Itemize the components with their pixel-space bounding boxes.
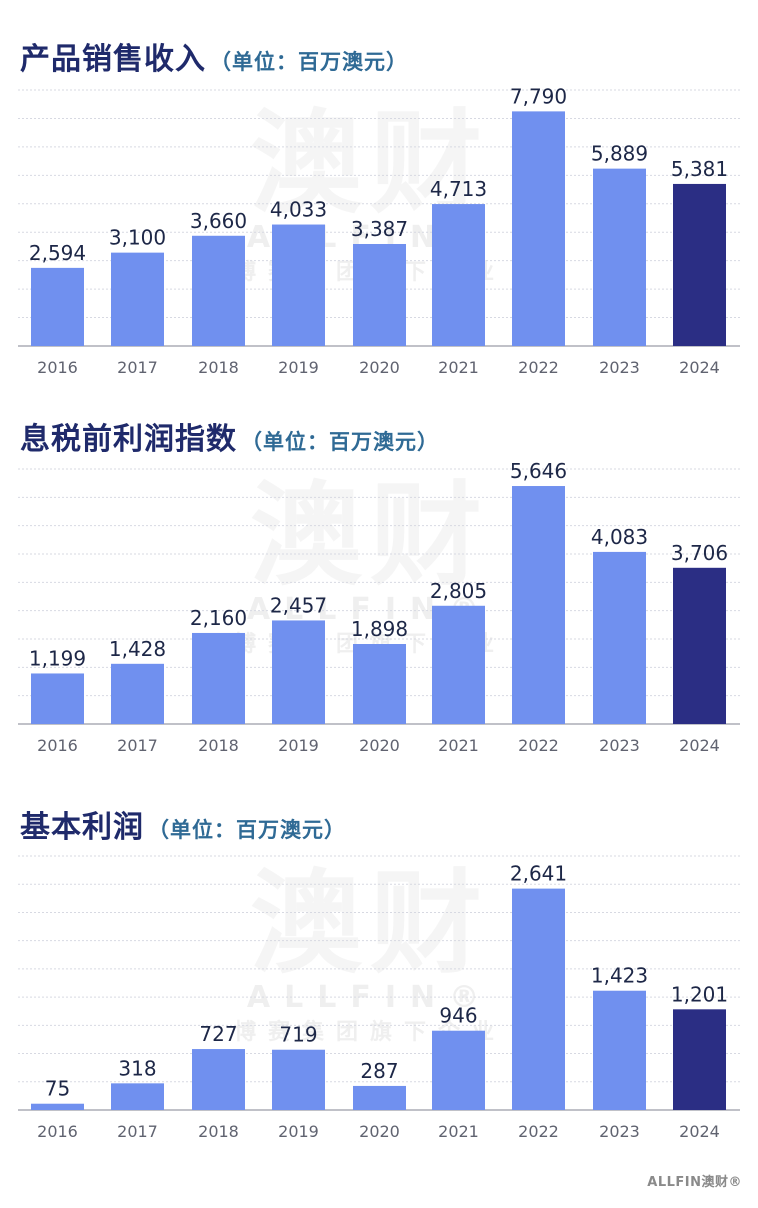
x-tick-label-2016: 2016 (37, 736, 78, 755)
ebit-title: 息税前利润指数 (20, 422, 237, 457)
value-label-2021: 4,713 (430, 177, 487, 201)
value-label-2016: 75 (45, 1077, 70, 1101)
value-label-2018: 727 (199, 1022, 237, 1046)
bar-2022 (512, 888, 565, 1110)
revenue-unit: （单位：百万澳元） (210, 50, 408, 74)
x-tick-label-2021: 2021 (438, 736, 479, 755)
ebit-bar-chart: 1,199 2016 1,428 2017 2,160 2018 2,457 2019 1,89… (18, 459, 740, 755)
x-tick-label-2022: 2022 (518, 358, 559, 377)
bar-2020 (353, 1085, 406, 1110)
x-tick-label-2016: 2016 (37, 358, 78, 377)
bar-2023 (593, 168, 646, 346)
underlying-profit-unit: （单位：百万澳元） (148, 818, 346, 842)
bar-2017 (111, 1083, 164, 1110)
value-label-2020: 3,387 (351, 217, 408, 241)
bar-2017 (111, 663, 164, 724)
x-tick-label-2016: 2016 (37, 1122, 78, 1141)
bar-2019 (272, 224, 325, 346)
bar-2021 (432, 204, 485, 346)
revenue-title: 产品销售收入 (20, 42, 206, 77)
x-tick-label-2024: 2024 (679, 358, 720, 377)
x-tick-label-2018: 2018 (198, 736, 239, 755)
value-label-2018: 3,660 (190, 209, 247, 233)
bar-2022 (512, 111, 565, 346)
value-label-2019: 4,033 (270, 198, 327, 222)
bar-2021 (432, 1030, 485, 1110)
bar-2024 (673, 183, 726, 346)
value-label-2022: 2,641 (510, 862, 567, 886)
value-label-2023: 1,423 (591, 964, 648, 988)
revenue-title-row: 产品销售收入 （单位：百万澳元） (20, 34, 408, 78)
value-label-2024: 3,706 (671, 541, 728, 565)
x-tick-label-2021: 2021 (438, 358, 479, 377)
underlying-profit-title: 基本利润 (20, 810, 144, 845)
value-label-2017: 318 (118, 1056, 156, 1080)
value-label-2016: 1,199 (29, 646, 86, 670)
value-label-2016: 2,594 (29, 241, 86, 265)
value-label-2023: 5,889 (591, 142, 648, 166)
ebit-title-row: 息税前利润指数 （单位：百万澳元） (20, 414, 439, 458)
bar-2024 (673, 1009, 726, 1110)
value-label-2020: 287 (360, 1059, 398, 1083)
ebit-unit: （单位：百万澳元） (241, 430, 439, 454)
x-tick-label-2019: 2019 (278, 736, 319, 755)
value-label-2021: 2,805 (430, 579, 487, 603)
bar-2019 (272, 620, 325, 724)
bar-2016 (31, 673, 84, 724)
value-label-2017: 3,100 (109, 226, 166, 250)
value-label-2024: 5,381 (671, 157, 728, 181)
bar-2024 (673, 567, 726, 724)
value-label-2018: 2,160 (190, 606, 247, 630)
x-tick-label-2018: 2018 (198, 358, 239, 377)
value-label-2022: 5,646 (510, 459, 567, 483)
x-tick-label-2024: 2024 (679, 1122, 720, 1141)
allfin-logo: ALLFIN澳财® (647, 1175, 742, 1190)
x-tick-label-2022: 2022 (518, 1122, 559, 1141)
x-tick-label-2017: 2017 (117, 358, 158, 377)
bar-2020 (353, 243, 406, 346)
bar-2018 (192, 632, 245, 724)
x-tick-label-2024: 2024 (679, 736, 720, 755)
x-tick-label-2018: 2018 (198, 1122, 239, 1141)
x-tick-label-2019: 2019 (278, 1122, 319, 1141)
x-tick-label-2023: 2023 (599, 736, 640, 755)
bar-2023 (593, 990, 646, 1110)
value-label-2024: 1,201 (671, 982, 728, 1006)
value-label-2022: 7,790 (510, 84, 567, 108)
bar-2016 (31, 267, 84, 346)
bar-2018 (192, 1049, 245, 1110)
x-tick-label-2020: 2020 (359, 736, 400, 755)
revenue-bar-chart: 2,594 2016 3,100 2017 3,660 2018 4,033 2019 3,38… (18, 84, 740, 377)
x-tick-label-2020: 2020 (359, 358, 400, 377)
value-label-2021: 946 (439, 1004, 477, 1028)
bar-2023 (593, 551, 646, 724)
bar-2020 (353, 644, 406, 724)
value-label-2023: 4,083 (591, 525, 648, 549)
x-tick-label-2017: 2017 (117, 736, 158, 755)
bar-2019 (272, 1049, 325, 1110)
x-tick-label-2019: 2019 (278, 358, 319, 377)
underlying-profit-title-row: 基本利润 （单位：百万澳元） (20, 802, 346, 846)
x-tick-label-2023: 2023 (599, 1122, 640, 1141)
bar-2016 (31, 1103, 84, 1110)
bar-2022 (512, 486, 565, 724)
bar-2018 (192, 235, 245, 346)
x-tick-label-2020: 2020 (359, 1122, 400, 1141)
bar-2017 (111, 252, 164, 346)
x-tick-label-2017: 2017 (117, 1122, 158, 1141)
x-tick-label-2023: 2023 (599, 358, 640, 377)
x-tick-label-2022: 2022 (518, 736, 559, 755)
bar-2021 (432, 605, 485, 724)
x-tick-label-2021: 2021 (438, 1122, 479, 1141)
value-label-2019: 719 (279, 1023, 317, 1047)
value-label-2019: 2,457 (270, 593, 327, 617)
value-label-2017: 1,428 (109, 637, 166, 661)
value-label-2020: 1,898 (351, 617, 408, 641)
